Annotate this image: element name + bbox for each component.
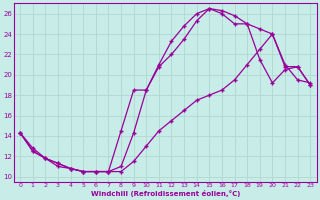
X-axis label: Windchill (Refroidissement éolien,°C): Windchill (Refroidissement éolien,°C) — [91, 190, 240, 197]
